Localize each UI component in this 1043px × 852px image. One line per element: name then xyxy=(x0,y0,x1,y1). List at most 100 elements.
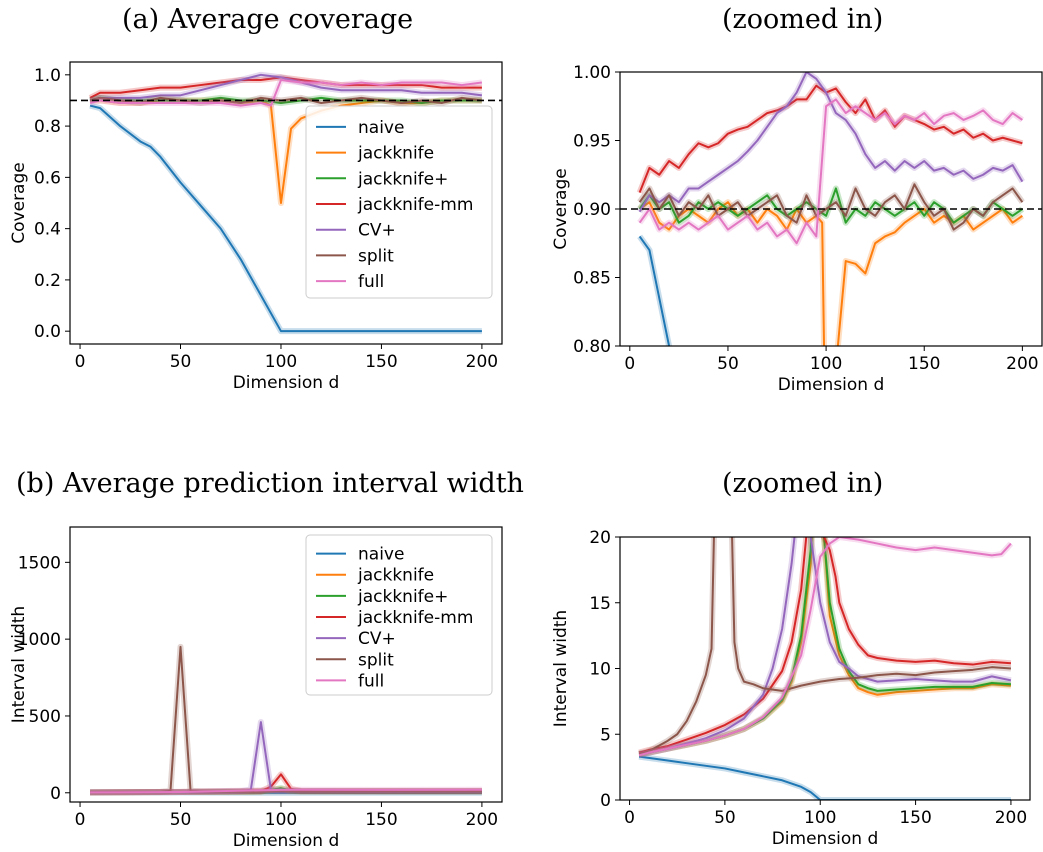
x-tick-label: 0 xyxy=(75,810,86,830)
series-line-naive xyxy=(638,235,671,346)
y-tick-label: 0.80 xyxy=(573,337,611,357)
y-axis-label: Interval width xyxy=(9,606,29,723)
series-line-jackknife-plus xyxy=(638,187,1023,224)
legend-label-naive: naive xyxy=(358,545,404,565)
y-tick-label: 0 xyxy=(50,784,61,804)
series-line-full xyxy=(638,537,1012,757)
series-line-full xyxy=(89,78,483,107)
series-band-cv-plus xyxy=(638,537,1012,757)
series-line-naive xyxy=(638,755,1011,800)
legend-label-jackknife-mm: jackknife-mm xyxy=(357,195,473,215)
y-tick-label: 10 xyxy=(589,660,611,680)
series-line-full xyxy=(90,788,482,794)
y-tick-label: 500 xyxy=(29,707,61,727)
legend-label-jackknife: jackknife xyxy=(357,566,434,586)
x-tick-label: 0 xyxy=(75,352,86,372)
legend-label-jackknife-plus: jackknife+ xyxy=(357,169,448,189)
y-tick-label: 0.95 xyxy=(573,132,611,152)
series-band-naive xyxy=(637,234,673,346)
y-axis-label: Coverage xyxy=(551,168,571,249)
x-tick-label: 50 xyxy=(714,808,736,828)
series-line-split xyxy=(638,537,1011,755)
legend: naive jackknife jackknife+ jackknife-mm CV+ s… xyxy=(305,105,493,299)
panel-a-title: (a) Average coverage xyxy=(122,4,414,35)
series-group xyxy=(636,72,1025,346)
x-tick-label: 50 xyxy=(717,354,739,374)
chart-2: 0 50 100 150 200 0.80 0.85 0.90 0.95 1.00 Dimensio… xyxy=(551,63,1043,395)
series-line-jackknife-mm xyxy=(638,84,1023,193)
x-tick-label: 50 xyxy=(170,810,192,830)
x-tick-label: 150 xyxy=(899,808,931,828)
x-tick-label: 150 xyxy=(908,354,940,374)
y-tick-label: 1.0 xyxy=(34,66,61,86)
y-tick-label: 0.4 xyxy=(34,220,61,240)
chart-4: 0 50 100 150 200 0 5 10 15 20 Dimension d Interval … xyxy=(551,528,1031,849)
series-line-cv-plus xyxy=(638,537,1012,755)
chart-1: 0 50 100 150 200 0.0 0.2 0.4 0.6 0.8 1.0 Dimension … xyxy=(9,61,503,393)
y-tick-label: 0 xyxy=(600,791,611,811)
x-axis-label: Dimension d xyxy=(772,829,879,849)
legend-label-jackknife-plus: jackknife+ xyxy=(357,587,448,607)
legend-label-full: full xyxy=(358,671,384,691)
y-tick-label: 5 xyxy=(600,725,611,745)
x-tick-label: 200 xyxy=(466,810,498,830)
y-axis-label: Interval width xyxy=(551,610,571,727)
series-line-naive xyxy=(89,104,482,333)
legend-label-jackknife-mm: jackknife-mm xyxy=(357,608,473,628)
series-line-cv-plus xyxy=(89,73,483,102)
y-tick-label: 1500 xyxy=(18,553,61,573)
y-tick-label: 0.8 xyxy=(34,117,61,137)
panel-b-title: (b) Average prediction interval width xyxy=(16,468,524,499)
chart-3: 0 50 100 150 200 0 500 1000 1500 Dimension d Inter… xyxy=(9,526,503,851)
x-tick-label: 150 xyxy=(365,810,397,830)
x-tick-label: 200 xyxy=(1006,354,1038,374)
x-axis-label: Dimension d xyxy=(778,375,885,395)
axes-frame xyxy=(69,526,503,803)
y-tick-label: 1.00 xyxy=(573,63,611,83)
x-tick-label: 100 xyxy=(804,808,836,828)
x-tick-label: 200 xyxy=(466,352,498,372)
legend: naivejackknifejackknife+jackknife-mmCV+s… xyxy=(305,534,493,696)
legend-label-full: full xyxy=(358,272,384,292)
x-tick-label: 200 xyxy=(995,808,1027,828)
series-band-naive xyxy=(638,753,1011,800)
y-tick-label: 15 xyxy=(589,594,611,614)
y-tick-label: 0.90 xyxy=(573,200,611,220)
panel-a-zoom-title: (zoomed in) xyxy=(722,4,884,35)
y-tick-label: 0.0 xyxy=(34,322,61,342)
series-band-jackknife xyxy=(637,199,1025,346)
legend-label-split: split xyxy=(358,246,394,266)
series-group xyxy=(88,71,483,335)
series-group xyxy=(90,643,482,796)
x-tick-label: 100 xyxy=(265,352,297,372)
legend-box xyxy=(305,534,493,696)
y-tick-label: 0.85 xyxy=(573,269,611,289)
panel-b-zoom-title: (zoomed in) xyxy=(722,468,884,499)
legend-label-split: split xyxy=(358,650,394,670)
x-axis-label: Dimension d xyxy=(233,831,340,851)
series-line-jackknife xyxy=(639,201,1023,346)
legend-label-naive: naive xyxy=(358,118,404,138)
x-tick-label: 0 xyxy=(624,354,635,374)
y-axis-label: Coverage xyxy=(9,162,29,243)
y-tick-label: 20 xyxy=(589,528,611,548)
y-tick-label: 0.6 xyxy=(34,168,61,188)
legend-box xyxy=(305,105,493,299)
series-group xyxy=(638,537,1014,800)
series-line-jackknife-mm xyxy=(638,537,1011,754)
x-tick-label: 0 xyxy=(624,808,635,828)
legend-label-cv-plus: CV+ xyxy=(358,221,396,241)
x-tick-label: 50 xyxy=(170,352,192,372)
x-tick-label: 100 xyxy=(265,810,297,830)
y-tick-label: 1000 xyxy=(18,630,61,650)
series-line-full xyxy=(638,98,1023,245)
legend-label-jackknife: jackknife xyxy=(357,144,434,164)
series-line-split xyxy=(638,183,1024,231)
x-axis-label: Dimension d xyxy=(233,373,340,393)
legend-label-cv-plus: CV+ xyxy=(358,629,396,649)
x-tick-label: 150 xyxy=(365,352,397,372)
x-tick-label: 100 xyxy=(810,354,842,374)
axes-frame xyxy=(69,61,503,345)
y-tick-label: 0.2 xyxy=(34,271,61,291)
